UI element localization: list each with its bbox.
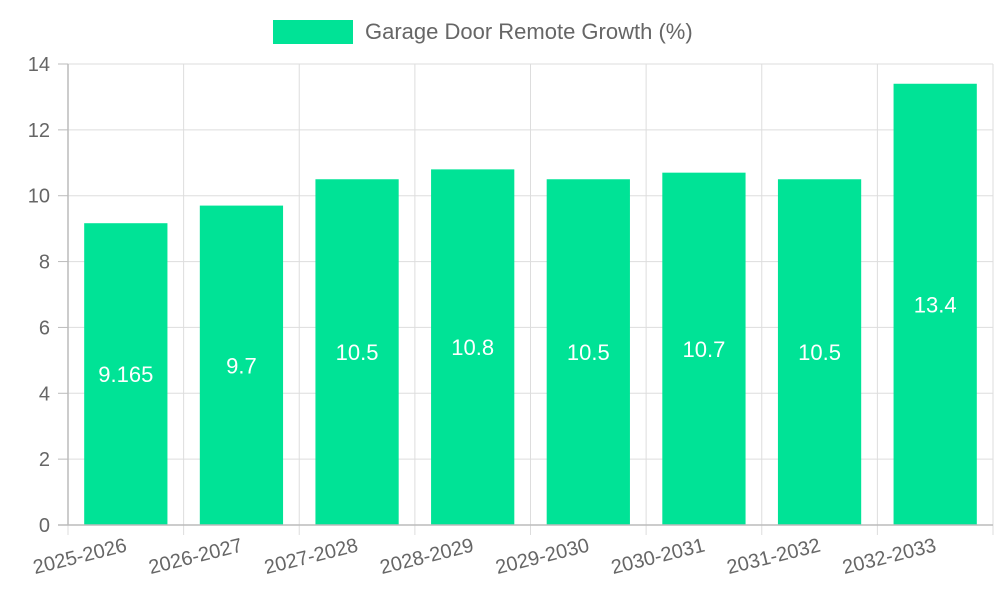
bar[interactable] <box>84 223 168 525</box>
x-tick-label: 2026-2027 <box>147 535 245 579</box>
bar[interactable] <box>315 179 399 525</box>
bar[interactable] <box>546 179 630 525</box>
y-tick-label: 14 <box>28 54 50 76</box>
legend[interactable]: Garage Door Remote Growth (%) <box>273 19 693 44</box>
bar-data-label: 9.165 <box>98 362 153 387</box>
bar[interactable] <box>431 169 515 525</box>
bar-data-label: 10.8 <box>451 335 494 360</box>
y-tick-label: 4 <box>39 383 50 405</box>
bars <box>84 83 977 526</box>
legend-swatch <box>273 20 353 44</box>
axes <box>58 64 993 526</box>
y-tick-label: 6 <box>39 317 50 339</box>
bar-data-label: 10.7 <box>683 337 726 362</box>
bar-labels: 9.165 9.7 10.5 10.8 10.5 10.7 10.5 13.4 <box>98 292 956 387</box>
x-tick-label: 2032-2033 <box>840 535 938 579</box>
bar[interactable] <box>893 83 977 525</box>
x-tick-label: 2030-2031 <box>609 535 707 579</box>
x-tick-label: 2028-2029 <box>378 535 476 579</box>
bar[interactable] <box>199 205 284 526</box>
x-tick-label: 2027-2028 <box>262 535 360 579</box>
y-axis-ticks: 0 2 4 6 8 10 12 14 <box>28 54 68 537</box>
y-tick-label: 12 <box>28 120 50 142</box>
x-tick-label: 2029-2030 <box>493 535 591 579</box>
bar-data-label: 10.5 <box>336 340 379 365</box>
y-tick-label: 0 <box>39 515 50 537</box>
y-tick-label: 10 <box>28 186 50 208</box>
y-tick-label: 8 <box>39 252 50 274</box>
legend-label: Garage Door Remote Growth (%) <box>365 19 693 44</box>
y-tick-label: 2 <box>39 449 50 471</box>
bar-data-label: 10.5 <box>798 340 841 365</box>
bar[interactable] <box>662 172 746 525</box>
x-axis-ticks: 2025-2026 2026-2027 2027-2028 2028-2029 2029… <box>31 535 939 579</box>
bar-data-label: 10.5 <box>567 340 610 365</box>
bar-data-label: 9.7 <box>226 353 257 378</box>
x-tick-label: 2025-2026 <box>31 535 129 579</box>
bar[interactable] <box>777 179 862 525</box>
x-tick-label: 2031-2032 <box>725 535 823 579</box>
bar-data-label: 13.4 <box>914 292 957 317</box>
